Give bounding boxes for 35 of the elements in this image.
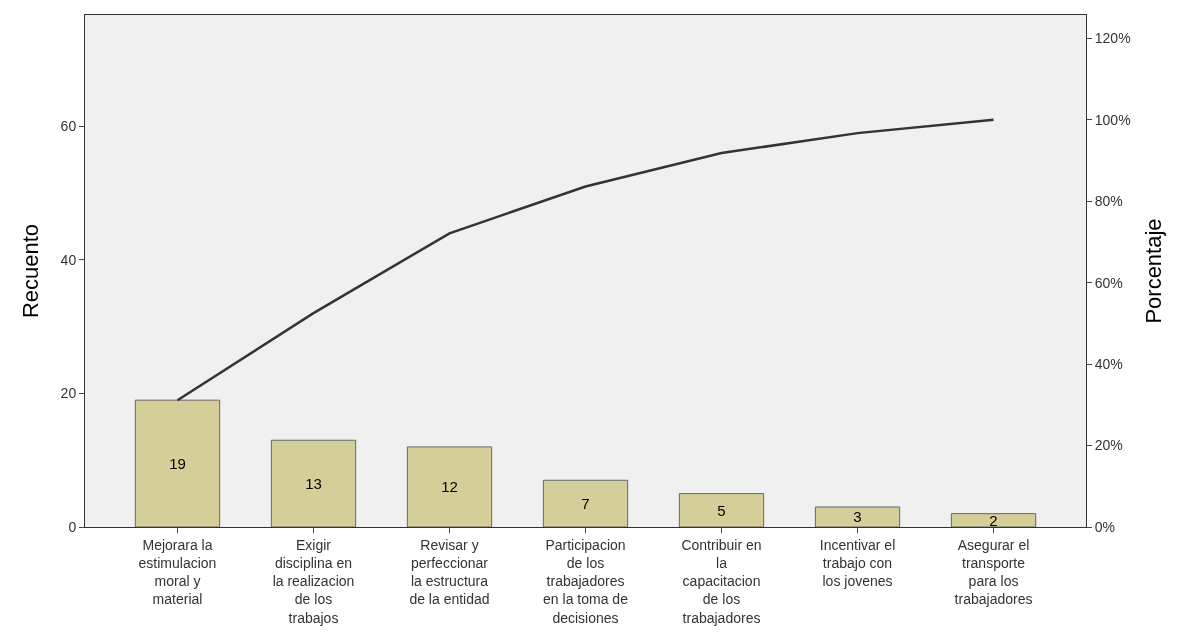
- x-tick-label: Asegurar el transporte para los trabajadores: [954, 536, 1033, 608]
- data-label: 19: [169, 455, 186, 473]
- x-tick-label: Mejorara la estimulacion moral y material: [138, 536, 217, 608]
- data-label: 2: [989, 511, 998, 529]
- bar: [406, 446, 493, 527]
- x-tick-label: Incentivar el trabajo con los jovenes: [819, 536, 896, 590]
- y2-tick-label: 100%: [1094, 111, 1131, 128]
- x-tick-label: Contribuir en la capacitacion de los trabajadores: [681, 536, 762, 626]
- bar: [950, 513, 1037, 527]
- bar: [814, 506, 901, 527]
- data-label: 3: [853, 508, 862, 526]
- line-series: [176, 118, 995, 402]
- y-axis-title: Recuento: [18, 223, 44, 319]
- y2-axis-title: Porcentaje: [1140, 218, 1166, 324]
- y-tick-label: 60: [60, 118, 77, 135]
- bar: [134, 399, 221, 527]
- y-tick-label: 20: [60, 385, 77, 402]
- x-tick-label: Participacion de los trabajadores en la toma de decisiones: [543, 536, 629, 626]
- y2-tick-label: 0%: [1094, 518, 1116, 535]
- bar: [270, 439, 357, 527]
- y-tick-label: 40: [60, 251, 77, 268]
- bar: [542, 479, 629, 527]
- data-label: 7: [581, 495, 590, 513]
- data-label: 12: [441, 478, 458, 496]
- y2-tick-label: 40%: [1094, 355, 1123, 372]
- y2-tick-label: 80%: [1094, 193, 1123, 210]
- y2-tick-label: 60%: [1094, 274, 1123, 291]
- y2-tick-label: 120%: [1094, 30, 1131, 47]
- bar: [678, 493, 765, 527]
- x-tick-label: Exigir disciplina en la realizacion de los trabajos: [272, 536, 355, 626]
- y2-tick-label: 20%: [1094, 437, 1123, 454]
- data-label: 5: [717, 501, 726, 519]
- y-tick-label: 0: [68, 518, 77, 535]
- x-tick-label: Revisar y perfeccionar la estructura de la entidad: [409, 536, 490, 608]
- data-label: 13: [305, 475, 322, 493]
